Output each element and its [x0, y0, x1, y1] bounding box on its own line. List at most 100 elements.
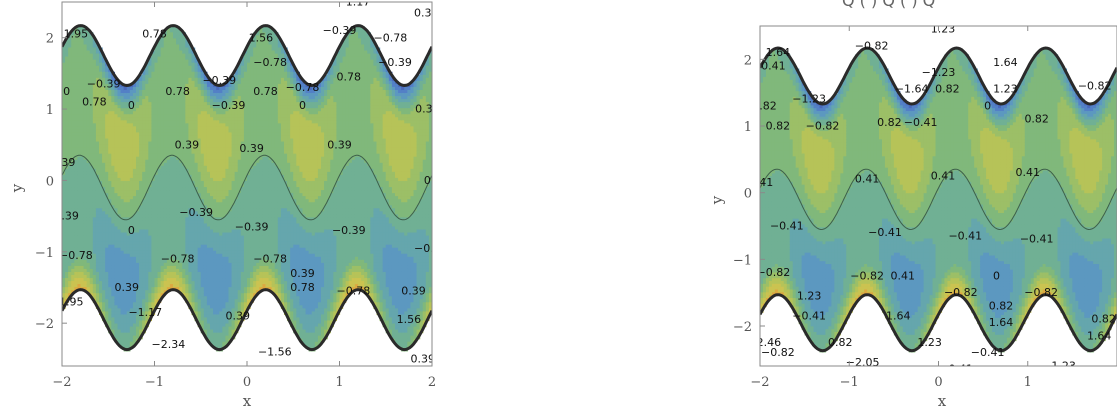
- contour-band-cell: [99, 220, 103, 225]
- contour-band-cell: [228, 126, 233, 130]
- contour-band-cell: [83, 184, 88, 188]
- contour-band-cell: [71, 102, 75, 106]
- contour-band-cell: [80, 26, 85, 30]
- contour-band-cell: [151, 247, 156, 252]
- contour-band-cell: [213, 247, 217, 252]
- contour-band-cell: [139, 196, 143, 200]
- contour-band-cell: [80, 202, 85, 206]
- contour-band-cell: [114, 235, 119, 240]
- contour-band-cell: [71, 138, 75, 143]
- contour-band-cell: [142, 105, 146, 109]
- contour-band-cell: [231, 238, 236, 243]
- contour-band-cell: [95, 196, 100, 200]
- contour-band-cell: [203, 259, 208, 264]
- contour-band-cell: [210, 271, 214, 276]
- contour-band-cell: [86, 165, 91, 170]
- contour-band-cell: [89, 232, 94, 237]
- contour-band-cell: [234, 208, 239, 212]
- contour-band-cell: [120, 320, 125, 325]
- contour-band-cell: [237, 65, 242, 70]
- contour-band-cell: [126, 232, 131, 237]
- contour-band-cell: [231, 205, 236, 209]
- contour-band-cell: [173, 205, 177, 209]
- contour-band-cell: [65, 50, 69, 55]
- contour-band-cell: [206, 323, 211, 328]
- contour-band-cell: [194, 238, 199, 243]
- contour-band-cell: [99, 56, 103, 61]
- contour-band-cell: [132, 165, 137, 170]
- contour-band-cell: [219, 226, 223, 231]
- contour-band-cell: [102, 314, 106, 319]
- contour-band-cell: [126, 120, 131, 124]
- contour-band-cell: [80, 68, 85, 73]
- contour-band-cell: [99, 208, 103, 212]
- contour-band-cell: [108, 235, 112, 240]
- contour-band-cell: [160, 138, 165, 143]
- contour-band-cell: [126, 96, 131, 100]
- contour-band-cell: [228, 290, 233, 294]
- contour-band-cell: [83, 284, 88, 288]
- contour-band-cell: [179, 147, 183, 152]
- contour-band-cell: [71, 284, 75, 288]
- contour-band-cell: [222, 102, 227, 106]
- contour-band-cell: [117, 271, 122, 276]
- contour-band-cell: [92, 202, 97, 206]
- contour-band-cell: [219, 235, 223, 240]
- contour-band-cell: [191, 177, 196, 182]
- contour-band-cell: [222, 278, 227, 282]
- contour-band-cell: [188, 302, 193, 306]
- contour-band-cell: [102, 265, 106, 270]
- contour-band-cell: [154, 281, 159, 285]
- contour-band-cell: [117, 193, 122, 197]
- contour-band-cell: [188, 105, 193, 109]
- contour-band-cell: [145, 180, 149, 185]
- contour-band-cell: [160, 77, 165, 82]
- contour-band-cell: [68, 141, 72, 146]
- contour-band-cell: [210, 247, 214, 252]
- contour-band-cell: [129, 144, 134, 149]
- contour-band-cell: [99, 135, 103, 140]
- contour-band-cell: [228, 99, 233, 103]
- contour-band-cell: [182, 162, 186, 167]
- contour-band-cell: [136, 184, 140, 188]
- contour-band-cell: [105, 68, 109, 73]
- contour-band-cell: [157, 120, 162, 124]
- contour-band-cell: [225, 117, 230, 121]
- contour-band-cell: [123, 293, 128, 297]
- contour-band-cell: [68, 102, 72, 106]
- contour-band-cell: [99, 108, 103, 112]
- contour-band-cell: [86, 281, 91, 285]
- contour-band-cell: [176, 281, 180, 285]
- contour-band-cell: [80, 38, 85, 43]
- contour-band-cell: [120, 262, 125, 267]
- contour-band-cell: [197, 93, 202, 97]
- contour-band-cell: [99, 253, 103, 258]
- contour-band-cell: [117, 150, 122, 155]
- contour-band-cell: [213, 180, 217, 185]
- contour-band-cell: [194, 293, 199, 297]
- contour-band-cell: [166, 217, 171, 221]
- contour-band-cell: [234, 141, 239, 146]
- contour-band-cell: [92, 132, 97, 137]
- contour-band-cell: [71, 65, 75, 70]
- contour-band-cell: [203, 232, 208, 237]
- contour-band-cell: [185, 262, 190, 267]
- contour-band-cell: [203, 271, 208, 276]
- contour-band-cell: [191, 83, 196, 88]
- contour-band-cell: [74, 144, 79, 149]
- contour-band-cell: [154, 293, 159, 297]
- contour-band-cell: [89, 159, 94, 164]
- contour-band-cell: [120, 244, 125, 249]
- contour-band-cell: [157, 99, 162, 103]
- contour-band-cell: [169, 199, 174, 203]
- contour-band-cell: [95, 180, 100, 185]
- contour-band-cell: [108, 214, 112, 218]
- contour-band-cell: [182, 238, 186, 243]
- contour-band-cell: [185, 244, 190, 249]
- contour-band-cell: [129, 293, 134, 297]
- contour-band-cell: [111, 108, 116, 112]
- contour-band-cell: [108, 190, 112, 194]
- contour-band-cell: [62, 123, 66, 127]
- contour-band-cell: [188, 86, 193, 91]
- contour-band-cell: [166, 259, 171, 264]
